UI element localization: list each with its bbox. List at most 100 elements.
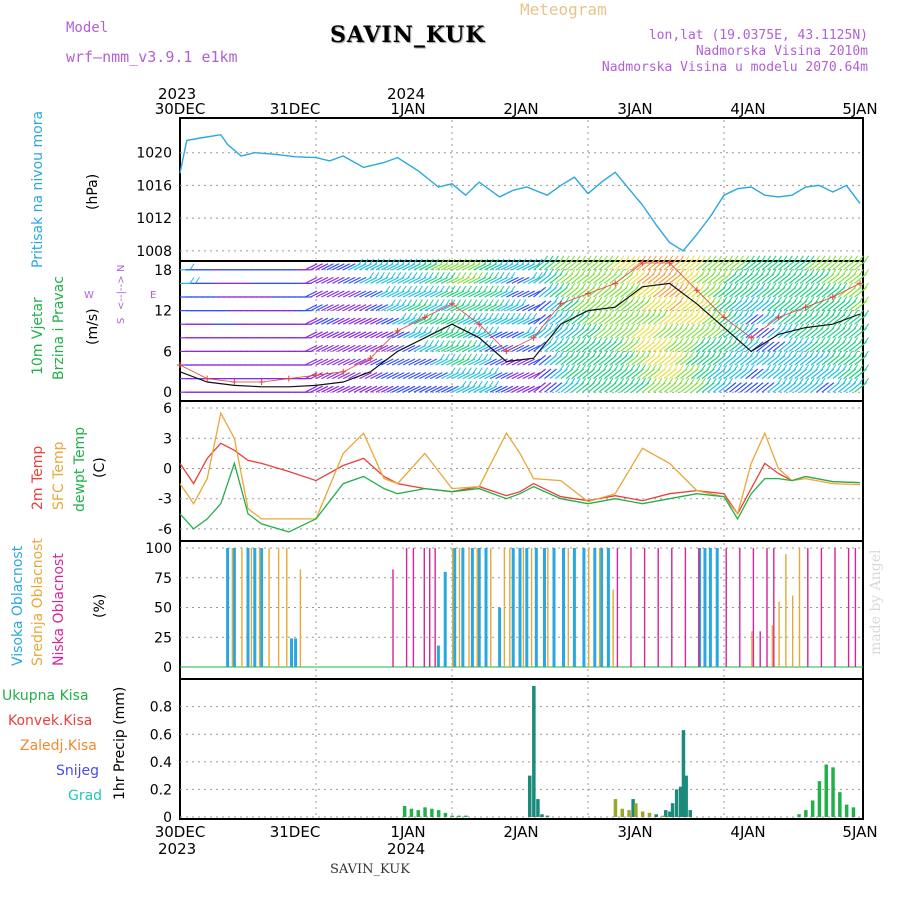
wind-barb-feather xyxy=(722,377,728,385)
wind-barb-feather xyxy=(401,299,407,306)
wind-barb-feather xyxy=(456,285,461,293)
wind-barb-feather xyxy=(456,272,461,279)
wind-barb-feather xyxy=(521,312,527,320)
wind-barb-feather xyxy=(690,337,695,344)
precip-snow-bar xyxy=(640,811,645,817)
wind-barb-feather xyxy=(755,296,761,303)
wind-barb xyxy=(636,327,650,339)
wind-barb-feather xyxy=(450,340,456,347)
wind-barb xyxy=(489,372,503,380)
wind-barb xyxy=(348,372,361,380)
wind-barb-feather xyxy=(787,255,793,263)
wind-barb-feather xyxy=(494,272,500,279)
wind-barb-feather xyxy=(586,282,592,290)
wind-barb-feather xyxy=(684,337,690,344)
wind-barb-feather xyxy=(597,337,603,344)
wind-gust-marker xyxy=(285,375,292,382)
cloud-low-bar xyxy=(684,548,687,667)
pressure-label: Pritisak na nivou mora xyxy=(30,111,46,268)
wind-barb xyxy=(522,290,535,298)
wind-barb-feather xyxy=(439,353,445,361)
wind-barb xyxy=(625,327,639,339)
wind-barb-feather xyxy=(613,296,619,303)
wind-barb-feather xyxy=(570,337,576,344)
wind-barb-feather xyxy=(412,272,418,279)
wind-barb-feather xyxy=(679,377,685,385)
wind-barb-feather xyxy=(728,296,733,303)
wind-barb-feather xyxy=(673,350,679,358)
wind-barb-feather xyxy=(706,269,712,276)
wind-barb-feather xyxy=(651,296,657,303)
wind-barb-feather xyxy=(499,272,505,279)
wind-barb-feather xyxy=(450,258,456,266)
wind-barb xyxy=(370,385,383,393)
wind-barb-feather xyxy=(467,367,472,374)
wind-barb xyxy=(359,317,372,325)
wind-barb-feather xyxy=(864,323,869,331)
wind-barb-feather xyxy=(700,255,706,263)
precip-tick-label: 0 xyxy=(163,810,172,826)
wind-barb xyxy=(663,327,677,339)
wind-barb-feather xyxy=(646,296,652,303)
precip-freezing-bar xyxy=(681,730,686,818)
wind-barb-feather xyxy=(439,285,445,293)
wind-barb-feather xyxy=(662,309,668,317)
wind-barb-feather xyxy=(668,269,674,276)
wind-barb-feather xyxy=(749,255,755,263)
wind-barb-feather xyxy=(777,282,782,290)
wind-barb xyxy=(342,372,356,380)
wind-barb xyxy=(359,372,372,380)
wind-barb xyxy=(495,385,508,393)
wind-barb-feather xyxy=(467,340,472,347)
wind-barb xyxy=(364,372,378,380)
wind-gust-marker xyxy=(476,321,483,328)
wind-barb xyxy=(734,327,748,339)
wind-barb-feather xyxy=(575,309,581,317)
wind-barb-feather xyxy=(755,255,761,263)
cloud-mid-bar xyxy=(547,548,549,667)
wind-barb xyxy=(745,314,759,325)
wind-barb-feather xyxy=(624,269,630,276)
precip-freezing-bar xyxy=(688,810,692,818)
precip-total-bar xyxy=(851,807,856,818)
precip-freezing-bar xyxy=(668,811,672,817)
wind-barb xyxy=(739,382,753,393)
wind-barb-feather xyxy=(570,323,576,331)
wind-barb-feather xyxy=(646,350,652,358)
wind-barb-feather xyxy=(613,323,619,331)
wind-barb-feather xyxy=(739,282,744,290)
wind-barb xyxy=(391,331,405,339)
cloud-high-bar xyxy=(518,548,522,667)
wind-barb-feather xyxy=(630,377,636,385)
wind-barb-feather xyxy=(477,326,483,334)
wind-barb-feather xyxy=(651,282,657,290)
wind-gust-marker xyxy=(748,334,755,341)
wind-barb xyxy=(424,372,438,380)
wind-barb-feather xyxy=(717,364,723,371)
wind-barb-feather xyxy=(744,337,750,344)
wind-barb-feather xyxy=(450,312,456,320)
wind-barb-feather xyxy=(581,337,587,344)
wind-barb-feather xyxy=(809,350,815,358)
wind-barb-feather xyxy=(499,258,505,266)
lonlat-info: lon,lat (19.0375E, 43.1125N) xyxy=(648,28,868,43)
bottom-day-4jan: 4JAN xyxy=(730,823,765,841)
precip-total-bar xyxy=(810,800,815,817)
wind-barb-feather xyxy=(836,309,842,317)
wind-barb-feather xyxy=(635,296,641,303)
wind-barb xyxy=(729,382,742,393)
wind-barb-feather xyxy=(445,285,451,293)
wind-barb xyxy=(669,327,682,339)
wind-compass-w: W xyxy=(84,290,94,301)
wind-barb-feather xyxy=(809,337,815,344)
cloud-mid-bar xyxy=(778,601,780,667)
cloud-label-low: Niska Oblacnost xyxy=(51,553,67,666)
wind-barb-feather xyxy=(575,377,581,385)
wind-barb xyxy=(375,317,389,325)
wind-barb xyxy=(326,385,340,393)
wind-barb xyxy=(538,354,552,366)
wind-barb-feather xyxy=(385,272,391,279)
wind-barb-feather xyxy=(641,350,646,358)
precip-total-bar xyxy=(797,814,801,818)
pressure-tick-label: 1016 xyxy=(136,178,172,194)
